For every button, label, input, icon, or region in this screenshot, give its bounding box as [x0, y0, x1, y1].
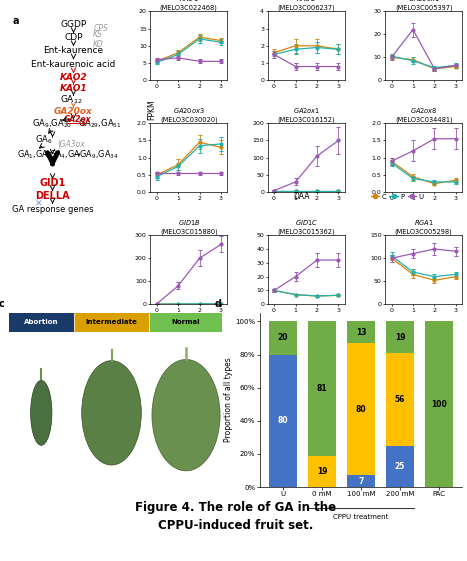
Title: $\it{RGA1}$
(MELO3C005298): $\it{RGA1}$ (MELO3C005298) [395, 218, 453, 234]
Title: $\it{GA2ox8}$
(MELO3C034481): $\it{GA2ox8}$ (MELO3C034481) [395, 105, 453, 123]
Title: $\it{GA20ox1}$
(MELO3C005397): $\it{GA20ox1}$ (MELO3C005397) [395, 0, 453, 11]
Title: $\it{GID1B}$
(MELO3C015880): $\it{GID1B}$ (MELO3C015880) [160, 218, 218, 234]
Text: |GA3ox: |GA3ox [57, 140, 85, 149]
Bar [149, 313, 222, 332]
Text: Normal: Normal [171, 319, 200, 325]
Text: a: a [13, 16, 20, 26]
Text: Intermediate: Intermediate [85, 319, 137, 325]
Text: CDP: CDP [64, 33, 83, 42]
Text: GA$_{29}$,GA$_{51}$: GA$_{29}$,GA$_{51}$ [78, 117, 121, 130]
Bar [347, 343, 375, 476]
Text: d: d [215, 299, 222, 309]
Ellipse shape [152, 360, 220, 471]
Text: Abortion: Abortion [24, 319, 59, 325]
Text: Ent-kaurence: Ent-kaurence [43, 47, 104, 56]
Bar [308, 456, 336, 487]
Title: $\it{KAO1}$
(MELO3C022468): $\it{KAO1}$ (MELO3C022468) [160, 0, 218, 11]
Y-axis label: Proportion of all types: Proportion of all types [224, 358, 233, 443]
Text: FPKM: FPKM [147, 99, 156, 119]
Text: Figure 4. The role of GA in the
CPPU-induced fruit set.: Figure 4. The role of GA in the CPPU-ind… [135, 500, 336, 532]
Text: 100: 100 [431, 400, 447, 409]
Bar [269, 321, 297, 355]
Text: KAO1: KAO1 [60, 84, 87, 93]
Text: →GA$_9$,GA$_{34}$: →GA$_9$,GA$_{34}$ [73, 149, 119, 161]
Text: ✕: ✕ [35, 200, 42, 209]
Bar [425, 321, 453, 487]
Ellipse shape [82, 361, 142, 465]
Bar [269, 355, 297, 487]
Title: $\it{GID1C}$
(MELO3C015362): $\it{GID1C}$ (MELO3C015362) [277, 218, 335, 234]
Bar [386, 445, 414, 487]
Text: 81: 81 [317, 384, 327, 393]
Text: GGDP: GGDP [60, 20, 87, 29]
Ellipse shape [31, 380, 52, 445]
Text: GA response genes: GA response genes [12, 205, 93, 214]
Text: GA$_{12}$: GA$_{12}$ [60, 94, 82, 106]
Text: 7: 7 [358, 477, 364, 486]
Text: 80: 80 [356, 404, 366, 413]
Title: $\it{GA20ox3}$
(MELO3C030020): $\it{GA20ox3}$ (MELO3C030020) [160, 105, 218, 123]
Text: CPS: CPS [93, 24, 108, 33]
Text: GA$_4$,GA: GA$_4$,GA [49, 149, 81, 161]
Text: 56: 56 [395, 395, 405, 404]
Text: 19: 19 [395, 333, 405, 342]
Text: KAO2: KAO2 [60, 73, 87, 82]
Text: KS: KS [93, 30, 103, 39]
Text: DELLA: DELLA [35, 191, 70, 201]
Title: $\it{KAO2}$
(MELO3C006237): $\it{KAO2}$ (MELO3C006237) [277, 0, 335, 11]
Text: KO: KO [93, 40, 104, 49]
Bar [347, 321, 375, 343]
Text: c: c [0, 299, 5, 309]
Text: DAA: DAA [293, 192, 310, 201]
Text: GA$_6$: GA$_6$ [35, 134, 53, 146]
Text: 80: 80 [277, 416, 288, 425]
Bar [9, 313, 74, 332]
Text: GID1: GID1 [39, 178, 66, 188]
Text: 20: 20 [277, 333, 288, 342]
Text: Ent-kaurenoic acid: Ent-kaurenoic acid [31, 60, 116, 69]
Bar [386, 321, 414, 353]
Text: 13: 13 [356, 328, 366, 337]
Bar [386, 353, 414, 445]
Legend: C, P, U: C, P, U [368, 191, 426, 203]
Title: $\it{GA2ox1}$
(MELO3C016152): $\it{GA2ox1}$ (MELO3C016152) [277, 105, 335, 123]
Text: GA$_9$,GA$_{20}$: GA$_9$,GA$_{20}$ [32, 117, 73, 130]
Text: 19: 19 [317, 467, 327, 476]
Text: GA$_1$,GA$_7$: GA$_1$,GA$_7$ [16, 149, 51, 161]
Text: GA20ox: GA20ox [54, 107, 93, 116]
Text: CPPU treatment: CPPU treatment [333, 514, 389, 519]
Text: 25: 25 [395, 462, 405, 471]
Bar [308, 321, 336, 456]
Bar [74, 313, 149, 332]
Text: GA2ox: GA2ox [64, 114, 91, 123]
Bar [347, 476, 375, 487]
